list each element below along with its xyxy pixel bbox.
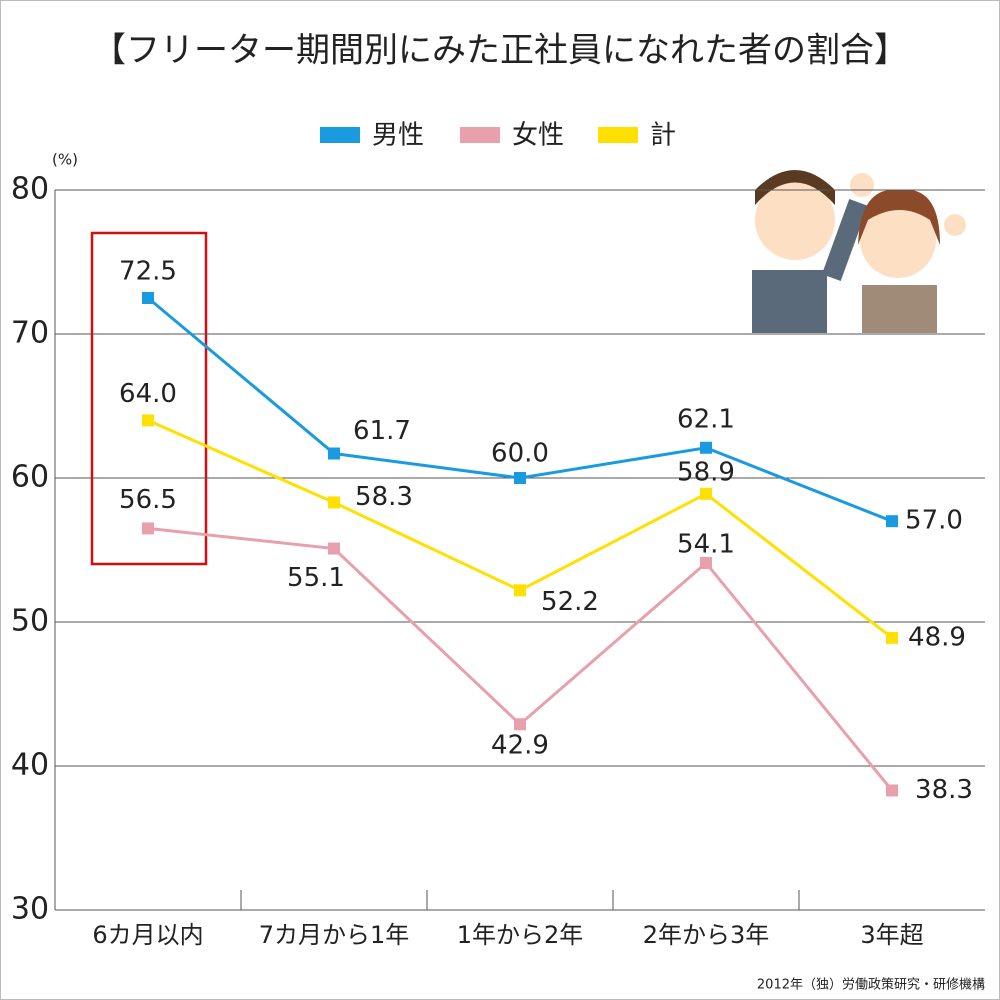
x-tick-label: 3年超 (860, 921, 923, 949)
data-point (142, 292, 154, 304)
data-label: 58.9 (677, 457, 735, 487)
data-label: 58.3 (355, 482, 413, 512)
data-label: 61.7 (353, 416, 411, 446)
data-label: 55.1 (287, 563, 345, 593)
illustration (752, 170, 966, 333)
data-label: 54.1 (677, 529, 735, 559)
data-label: 56.5 (119, 485, 177, 515)
data-point (142, 522, 154, 535)
x-tick-label: 1年から2年 (457, 921, 584, 949)
data-point (886, 515, 898, 528)
x-tick-label: 6カ月以内 (92, 921, 203, 949)
data-point (328, 447, 340, 460)
highlight-box (90, 231, 208, 566)
data-label: 38.3 (915, 775, 973, 805)
data-point (700, 556, 712, 569)
data-point (700, 441, 712, 454)
y-tick-label: 50 (11, 604, 49, 639)
legend-swatch (598, 127, 638, 143)
data-point (700, 487, 712, 500)
data-label: 52.2 (541, 587, 599, 617)
data-label: 62.1 (677, 404, 735, 434)
legend-swatch (320, 127, 360, 143)
y-tick-label: 40 (11, 748, 49, 783)
data-label: 64.0 (119, 379, 177, 409)
data-label: 42.9 (491, 731, 549, 761)
y-tick-label: 80 (11, 172, 49, 207)
x-tick-label: 2年から3年 (643, 921, 770, 949)
y-tick-label: 70 (11, 316, 49, 351)
data-point (142, 414, 154, 427)
data-label: 57.0 (905, 506, 963, 536)
data-label: 72.5 (119, 257, 177, 287)
legend-label: 計 (650, 121, 676, 151)
legend-label: 男性 (372, 121, 424, 151)
chart-title: 【フリーター期間別にみた正社員になれた者の割合】 (92, 31, 908, 71)
data-label: 48.9 (908, 622, 966, 652)
data-point (514, 718, 526, 731)
source: 2012年（独）労働政策研究・研修機構 (757, 977, 985, 993)
data-point (328, 496, 340, 509)
legend-swatch (460, 127, 500, 143)
data-point (886, 784, 898, 797)
y-tick-label: 60 (11, 460, 49, 495)
data-point (886, 631, 898, 644)
y-unit: (%) (52, 151, 78, 169)
y-tick-label: 30 (11, 892, 49, 927)
data-point (328, 542, 340, 555)
data-label: 60.0 (491, 439, 549, 469)
x-tick-label: 7カ月から1年 (259, 921, 410, 949)
data-point (514, 472, 526, 484)
data-point (514, 584, 526, 597)
legend-label: 女性 (512, 121, 564, 151)
